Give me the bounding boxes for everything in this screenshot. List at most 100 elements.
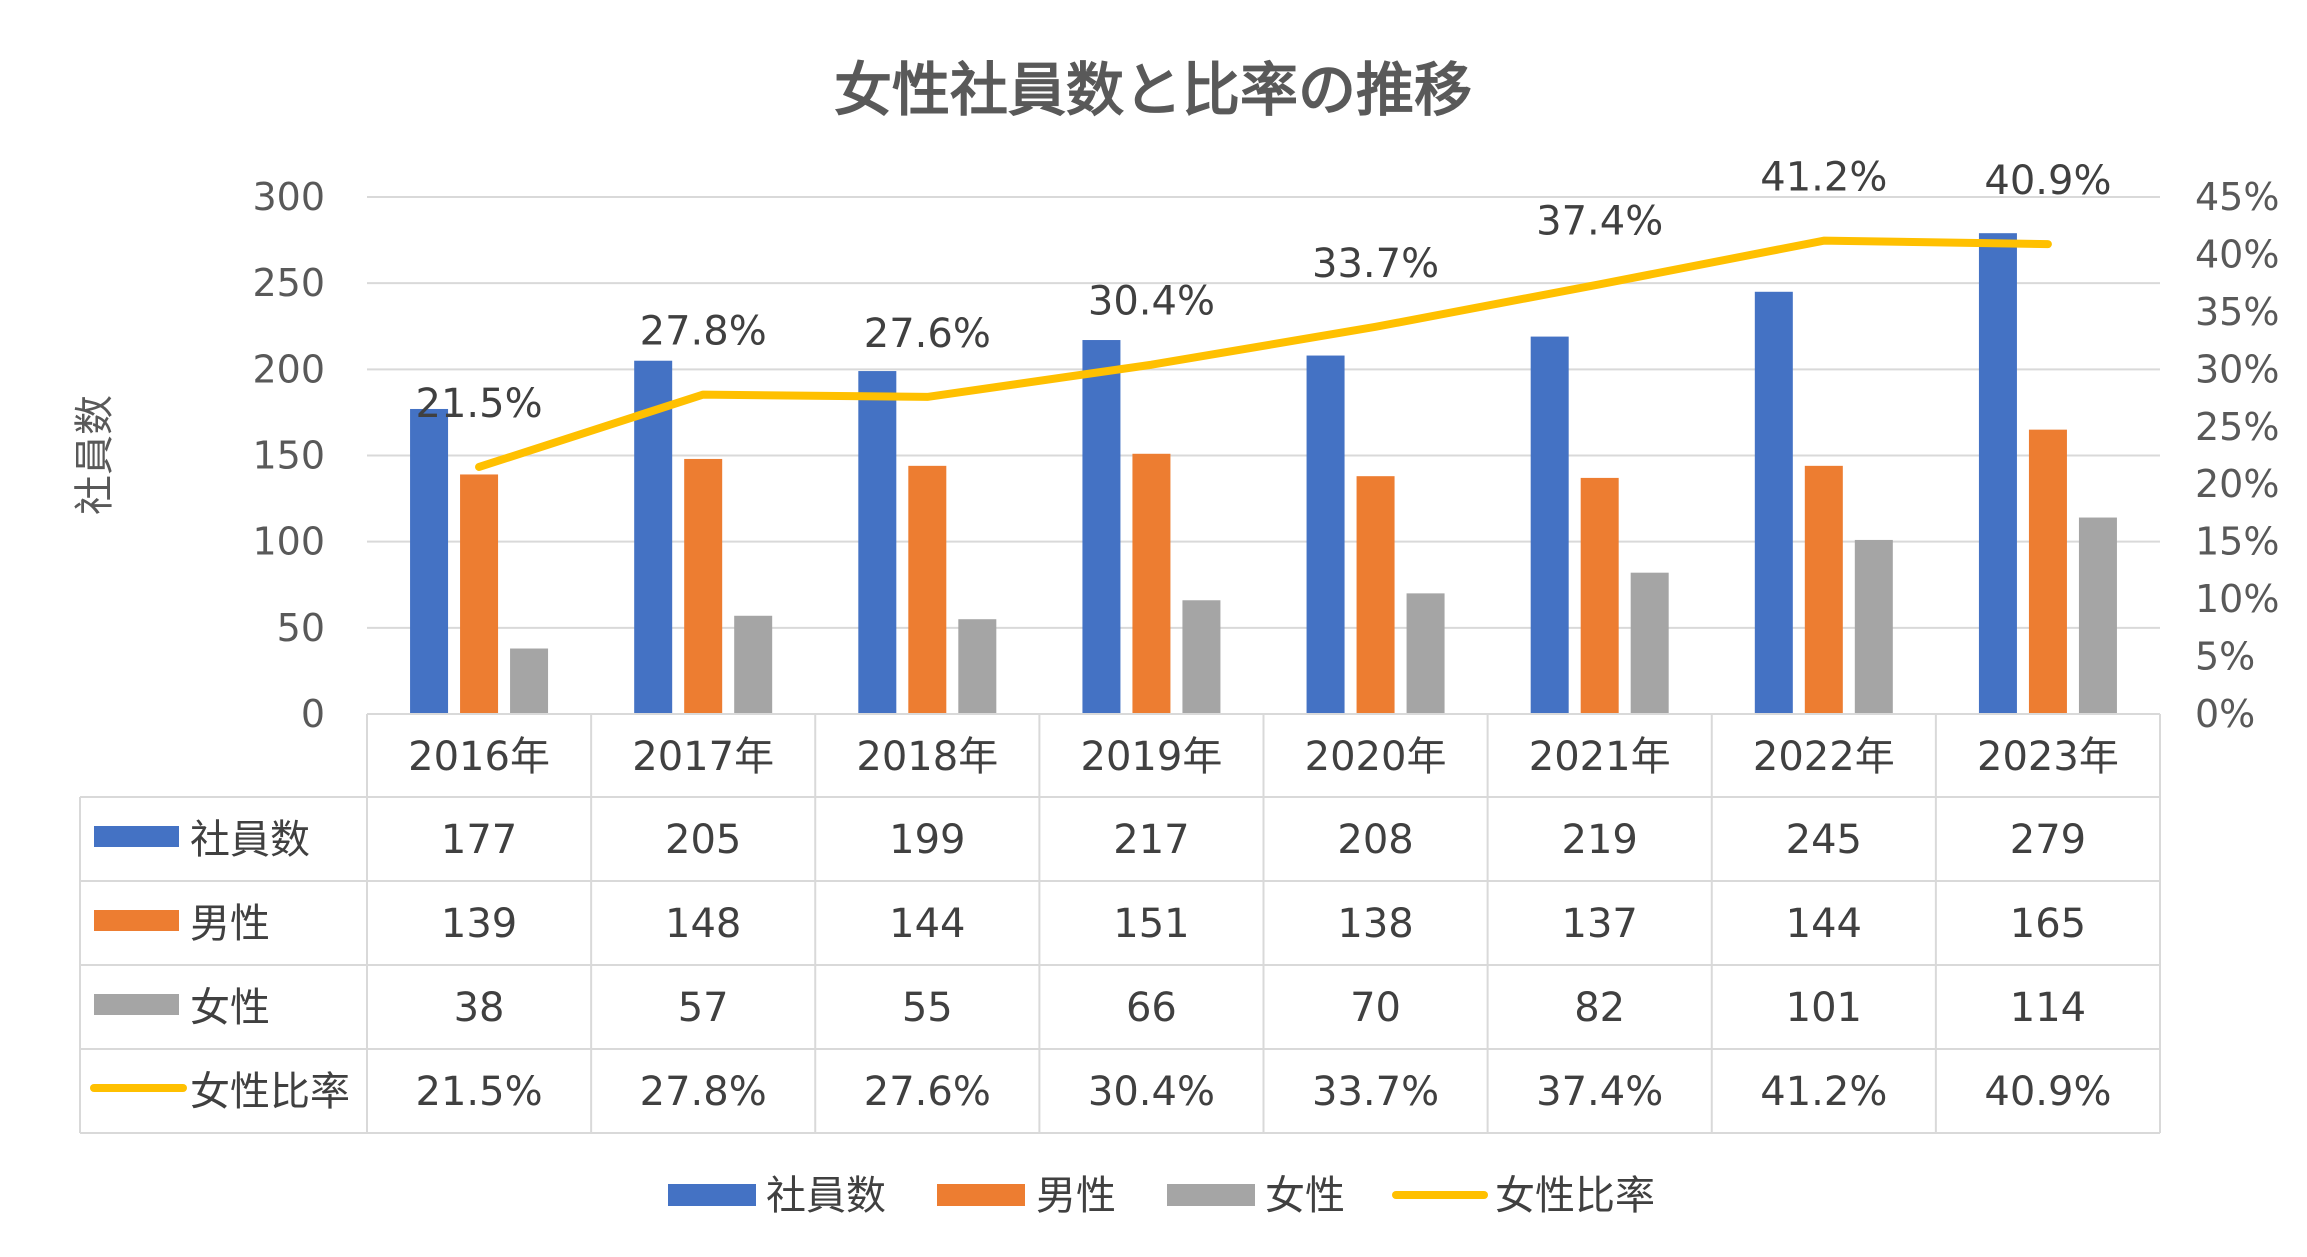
table-cell: 177 <box>441 817 517 863</box>
table-cell: 205 <box>665 817 741 863</box>
x-category-label: 2023年 <box>1977 734 2119 780</box>
legend-key <box>937 1184 1025 1206</box>
bar-男性 <box>2028 429 2067 714</box>
table-cell: 37.4% <box>1536 1069 1663 1115</box>
y-tick-label: 250 <box>252 261 325 305</box>
bar-女性 <box>2078 517 2117 714</box>
y2-tick-label: 40% <box>2195 232 2279 276</box>
bar-男性 <box>684 458 723 714</box>
y-tick-label: 50 <box>277 606 325 650</box>
ratio-data-label: 27.8% <box>640 309 767 355</box>
table-cell: 70 <box>1350 985 1401 1031</box>
table-cell: 66 <box>1126 985 1177 1031</box>
bar-社員数 <box>1082 340 1121 714</box>
y-tick-label: 300 <box>252 175 325 219</box>
y-tick-label: 150 <box>252 434 325 478</box>
legend-label: 女性比率 <box>1495 1173 1655 1219</box>
y-tick-label: 200 <box>252 347 325 391</box>
y2-tick-label: 15% <box>2195 520 2279 564</box>
bar-男性 <box>908 465 947 714</box>
y-axis-label: 社員数 <box>72 395 118 515</box>
bar-男性 <box>1132 453 1171 714</box>
bar-男性 <box>1804 465 1843 714</box>
table-cell: 217 <box>1113 817 1189 863</box>
table-cell: 57 <box>678 985 729 1031</box>
legend-key <box>1167 1184 1255 1206</box>
table-cell: 208 <box>1337 817 1413 863</box>
y2-tick-label: 25% <box>2195 405 2279 449</box>
bar-男性 <box>1356 476 1395 714</box>
legend-label: 女性 <box>1265 1173 1345 1219</box>
bar-男性 <box>1580 477 1619 714</box>
y2-tick-label: 45% <box>2195 175 2279 219</box>
ratio-data-label: 33.7% <box>1312 241 1439 287</box>
x-category-label: 2022年 <box>1753 734 1895 780</box>
y2-tick-label: 35% <box>2195 290 2279 334</box>
x-category-label: 2018年 <box>856 734 998 780</box>
table-row-header: 男性 <box>190 901 270 947</box>
bar-社員数 <box>1978 233 2017 714</box>
legend: 社員数 男性 女性 女性比率 <box>668 1173 1655 1219</box>
ratio-data-label: 30.4% <box>1088 279 1215 325</box>
table-cell: 82 <box>1574 985 1625 1031</box>
bar-女性 <box>1630 572 1669 714</box>
data-table: 2016年 2017年 2018年 2019年 2020年 2021年 2022年 2023年… <box>79 713 2161 1134</box>
legend-key <box>668 1184 756 1206</box>
y-tick-label: 0 <box>301 692 325 736</box>
y2-tick-label: 30% <box>2195 347 2279 391</box>
bar-社員数 <box>634 360 673 714</box>
y2-tick-label: 0% <box>2195 692 2255 736</box>
table-cell: 199 <box>889 817 965 863</box>
table-cell: 219 <box>1562 817 1638 863</box>
table-cell: 30.4% <box>1088 1069 1215 1115</box>
legend-label: 男性 <box>1036 1173 1116 1219</box>
table-row-header: 女性比率 <box>190 1069 350 1115</box>
table-row-header: 社員数 <box>190 817 310 863</box>
table-cell: 144 <box>889 901 965 947</box>
ratio-line <box>475 236 2052 471</box>
y2-tick-label: 10% <box>2195 577 2279 621</box>
table-legend-key <box>94 826 179 847</box>
bar-社員数 <box>1306 355 1345 714</box>
table-cell: 138 <box>1337 901 1413 947</box>
bar-女性 <box>1182 600 1221 714</box>
table-cell: 101 <box>1786 985 1862 1031</box>
bar-社員数 <box>410 408 449 714</box>
bars <box>410 233 2117 714</box>
x-category-label: 2021年 <box>1529 734 1671 780</box>
x-category-label: 2020年 <box>1305 734 1447 780</box>
ratio-data-label: 40.9% <box>1984 158 2111 204</box>
ratio-data-label: 41.2% <box>1760 155 1887 201</box>
table-cell: 139 <box>441 901 517 947</box>
bar-社員数 <box>1754 291 1793 714</box>
y2-tick-label: 5% <box>2195 635 2255 679</box>
table-legend-key <box>94 910 179 931</box>
chart-title: 女性社員数と比率の推移 <box>834 56 1472 124</box>
table-cell: 33.7% <box>1312 1069 1439 1115</box>
table-cell: 151 <box>1113 901 1189 947</box>
x-category-label: 2016年 <box>408 734 550 780</box>
table-row-header: 女性 <box>190 985 270 1031</box>
table-cell: 27.6% <box>864 1069 991 1115</box>
y2-tick-label: 20% <box>2195 462 2279 506</box>
table-cell: 279 <box>2010 817 2086 863</box>
x-category-label: 2019年 <box>1081 734 1223 780</box>
ratio-data-label: 37.4% <box>1536 198 1663 244</box>
table-cell: 148 <box>665 901 741 947</box>
bar-女性 <box>734 615 773 714</box>
table-cell: 144 <box>1786 901 1862 947</box>
bar-女性 <box>510 648 549 714</box>
ratio-line-series: 21.5% 27.8% 27.6% 30.4% 33.7% 37.4% 41.2% 40.9% <box>416 155 2111 471</box>
table-cell: 55 <box>902 985 953 1031</box>
table-cell: 40.9% <box>1984 1069 2111 1115</box>
axis-ticks: 0 50 100 150 200 250 300 0% 5% 10% 15% 20% 25% 30% 35%… <box>252 175 2279 736</box>
bar-女性 <box>1406 593 1445 714</box>
table-cell: 27.8% <box>640 1069 767 1115</box>
table-legend-key <box>94 994 179 1015</box>
table-cell: 41.2% <box>1760 1069 1887 1115</box>
ratio-data-label: 27.6% <box>864 311 991 357</box>
bar-社員数 <box>1530 336 1569 714</box>
y-tick-label: 100 <box>252 520 325 564</box>
bar-男性 <box>460 474 499 714</box>
